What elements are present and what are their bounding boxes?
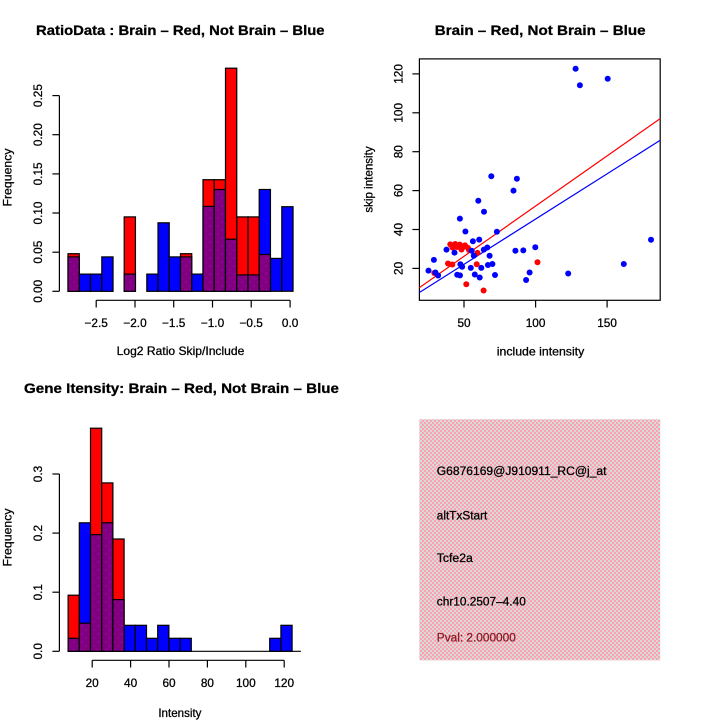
svg-text:0.2: 0.2 (31, 525, 45, 541)
svg-text:100: 100 (526, 316, 546, 330)
svg-text:150: 150 (597, 316, 617, 330)
svg-text:0.3: 0.3 (31, 465, 45, 482)
svg-text:80: 80 (201, 676, 215, 690)
svg-text:0.20: 0.20 (31, 123, 45, 146)
svg-text:40: 40 (391, 223, 405, 237)
svg-text:G6876169@J910911_RC@j_at: G6876169@J910911_RC@j_at (437, 464, 607, 478)
svg-text:−2.5: −2.5 (85, 316, 109, 330)
svg-text:20: 20 (391, 261, 405, 275)
svg-text:−0.5: −0.5 (240, 316, 264, 330)
svg-text:50: 50 (457, 316, 471, 330)
svg-text:60: 60 (162, 676, 176, 690)
svg-text:120: 120 (391, 64, 405, 84)
svg-text:100: 100 (391, 103, 405, 123)
svg-text:Intensity: Intensity (158, 706, 201, 720)
svg-text:chr10.2507–4.40: chr10.2507–4.40 (437, 595, 526, 609)
svg-text:Pval: 2.000000: Pval: 2.000000 (437, 630, 516, 644)
svg-text:RatioData : Brain – Red, Not B: RatioData : Brain – Red, Not Brain – Blu… (36, 23, 325, 38)
svg-text:0.1: 0.1 (31, 584, 45, 600)
svg-text:0.25: 0.25 (31, 84, 45, 107)
svg-text:20: 20 (86, 676, 100, 690)
svg-text:0.10: 0.10 (31, 201, 45, 224)
svg-text:0.15: 0.15 (31, 162, 45, 185)
svg-text:100: 100 (236, 676, 256, 690)
svg-text:Frequency: Frequency (0, 508, 14, 566)
svg-text:include intensity: include intensity (497, 345, 585, 359)
svg-text:Log2 Ratio Skip/Include: Log2 Ratio Skip/Include (117, 344, 245, 358)
svg-text:80: 80 (391, 145, 405, 159)
svg-text:altTxStart: altTxStart (437, 509, 488, 523)
svg-text:Tcfe2a: Tcfe2a (437, 551, 473, 565)
svg-text:−2.0: −2.0 (123, 316, 147, 330)
svg-text:0.00: 0.00 (31, 279, 45, 302)
svg-text:−1.5: −1.5 (162, 316, 186, 330)
svg-text:0.05: 0.05 (31, 240, 45, 263)
svg-text:0.0: 0.0 (282, 316, 299, 330)
svg-text:Gene Itensity: Brain – Red, No: Gene Itensity: Brain – Red, Not Brain – … (24, 381, 339, 396)
svg-text:120: 120 (274, 676, 294, 690)
svg-text:Frequency: Frequency (0, 148, 14, 206)
svg-text:Brain – Red, Not Brain – Blue: Brain – Red, Not Brain – Blue (435, 23, 646, 38)
svg-text:−1.0: −1.0 (201, 316, 225, 330)
svg-text:0.0: 0.0 (31, 643, 45, 660)
svg-text:60: 60 (391, 184, 405, 198)
svg-text:40: 40 (124, 676, 138, 690)
svg-text:skip intensity: skip intensity (362, 146, 376, 212)
